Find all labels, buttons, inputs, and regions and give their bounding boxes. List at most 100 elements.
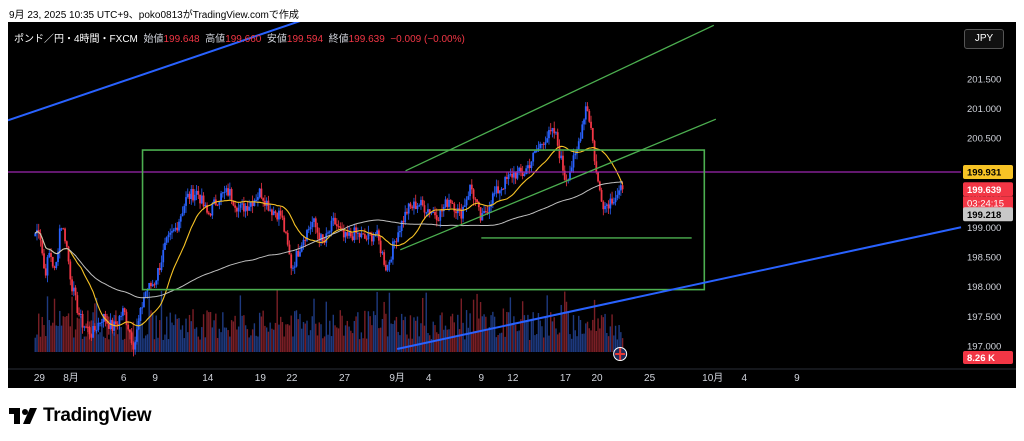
- candle[interactable]: [325, 233, 328, 243]
- candle[interactable]: [421, 199, 424, 206]
- candle[interactable]: [188, 193, 191, 200]
- candle[interactable]: [534, 151, 536, 153]
- candle[interactable]: [416, 205, 419, 210]
- candle[interactable]: [171, 231, 173, 233]
- candle[interactable]: [81, 313, 84, 328]
- candle[interactable]: [427, 209, 429, 213]
- candle[interactable]: [560, 155, 563, 159]
- candle[interactable]: [213, 199, 215, 204]
- candle[interactable]: [453, 203, 456, 212]
- price-chart[interactable]: 201.500201.000200.500199.500199.000198.5…: [8, 22, 1016, 388]
- candle[interactable]: [279, 210, 282, 216]
- candle[interactable]: [348, 232, 350, 236]
- candle[interactable]: [548, 130, 550, 139]
- candle[interactable]: [181, 213, 184, 217]
- candle[interactable]: [386, 264, 389, 271]
- candle[interactable]: [64, 228, 66, 242]
- candle[interactable]: [165, 237, 168, 243]
- candle[interactable]: [127, 324, 130, 330]
- candle[interactable]: [137, 320, 140, 330]
- candle[interactable]: [397, 232, 400, 242]
- candle[interactable]: [423, 205, 426, 213]
- candle[interactable]: [511, 173, 514, 178]
- candle[interactable]: [514, 172, 517, 179]
- candle[interactable]: [41, 240, 44, 254]
- candle[interactable]: [146, 290, 149, 292]
- candle[interactable]: [553, 128, 556, 134]
- candle[interactable]: [153, 284, 156, 286]
- candle[interactable]: [486, 212, 489, 214]
- candle[interactable]: [190, 189, 193, 200]
- candle[interactable]: [69, 261, 72, 280]
- candle[interactable]: [313, 218, 315, 222]
- candle[interactable]: [532, 152, 535, 162]
- candle[interactable]: [221, 192, 224, 194]
- candle[interactable]: [355, 227, 357, 234]
- candle[interactable]: [541, 143, 543, 145]
- chart-panel[interactable]: 201.500201.000200.500199.500199.000198.5…: [8, 22, 1016, 388]
- candle[interactable]: [160, 262, 163, 271]
- candle[interactable]: [314, 218, 317, 228]
- candle[interactable]: [234, 205, 237, 208]
- candle[interactable]: [169, 232, 172, 235]
- candle[interactable]: [384, 264, 387, 271]
- candle[interactable]: [616, 194, 619, 198]
- candle[interactable]: [591, 127, 594, 141]
- candle[interactable]: [477, 202, 480, 208]
- candle[interactable]: [411, 206, 414, 209]
- candle[interactable]: [484, 211, 487, 213]
- candle[interactable]: [597, 172, 599, 182]
- candle[interactable]: [286, 232, 289, 245]
- candle[interactable]: [539, 143, 542, 148]
- candle[interactable]: [400, 220, 403, 231]
- candle[interactable]: [143, 296, 145, 308]
- candle[interactable]: [300, 245, 303, 252]
- candle[interactable]: [183, 205, 186, 214]
- candle[interactable]: [370, 233, 373, 242]
- candle[interactable]: [136, 329, 138, 342]
- candle[interactable]: [174, 227, 177, 230]
- candle[interactable]: [72, 287, 75, 292]
- candle[interactable]: [207, 212, 210, 214]
- candle[interactable]: [88, 327, 91, 335]
- candle[interactable]: [114, 321, 117, 324]
- candle[interactable]: [197, 190, 200, 195]
- candle[interactable]: [288, 244, 291, 255]
- candle[interactable]: [237, 207, 240, 212]
- candle[interactable]: [211, 203, 214, 216]
- candle[interactable]: [399, 230, 401, 233]
- candle[interactable]: [320, 234, 322, 241]
- candle[interactable]: [67, 246, 70, 262]
- candle[interactable]: [619, 185, 622, 191]
- lower-trendline[interactable]: [396, 226, 962, 350]
- candle[interactable]: [483, 211, 485, 214]
- candle[interactable]: [227, 188, 229, 196]
- candle[interactable]: [230, 189, 233, 201]
- candle[interactable]: [193, 194, 196, 201]
- candle[interactable]: [579, 138, 582, 142]
- candle[interactable]: [50, 253, 52, 257]
- candle[interactable]: [609, 198, 612, 209]
- candle[interactable]: [605, 204, 608, 206]
- candle[interactable]: [150, 283, 152, 287]
- candle[interactable]: [39, 233, 42, 241]
- candle[interactable]: [495, 186, 498, 194]
- candle[interactable]: [327, 232, 329, 234]
- candle[interactable]: [46, 257, 49, 276]
- candle[interactable]: [202, 195, 205, 207]
- candle[interactable]: [444, 199, 447, 207]
- candle[interactable]: [570, 167, 573, 172]
- candle[interactable]: [102, 313, 105, 323]
- candle[interactable]: [62, 228, 65, 230]
- candle[interactable]: [253, 200, 256, 207]
- candle[interactable]: [129, 329, 131, 333]
- candle[interactable]: [269, 209, 272, 211]
- candle[interactable]: [458, 208, 461, 210]
- candle[interactable]: [441, 210, 443, 212]
- candle[interactable]: [144, 291, 147, 297]
- candle[interactable]: [549, 130, 552, 132]
- candle[interactable]: [576, 149, 578, 154]
- candle[interactable]: [307, 229, 310, 231]
- channel-upper-line[interactable]: [405, 24, 715, 172]
- candle[interactable]: [528, 165, 531, 169]
